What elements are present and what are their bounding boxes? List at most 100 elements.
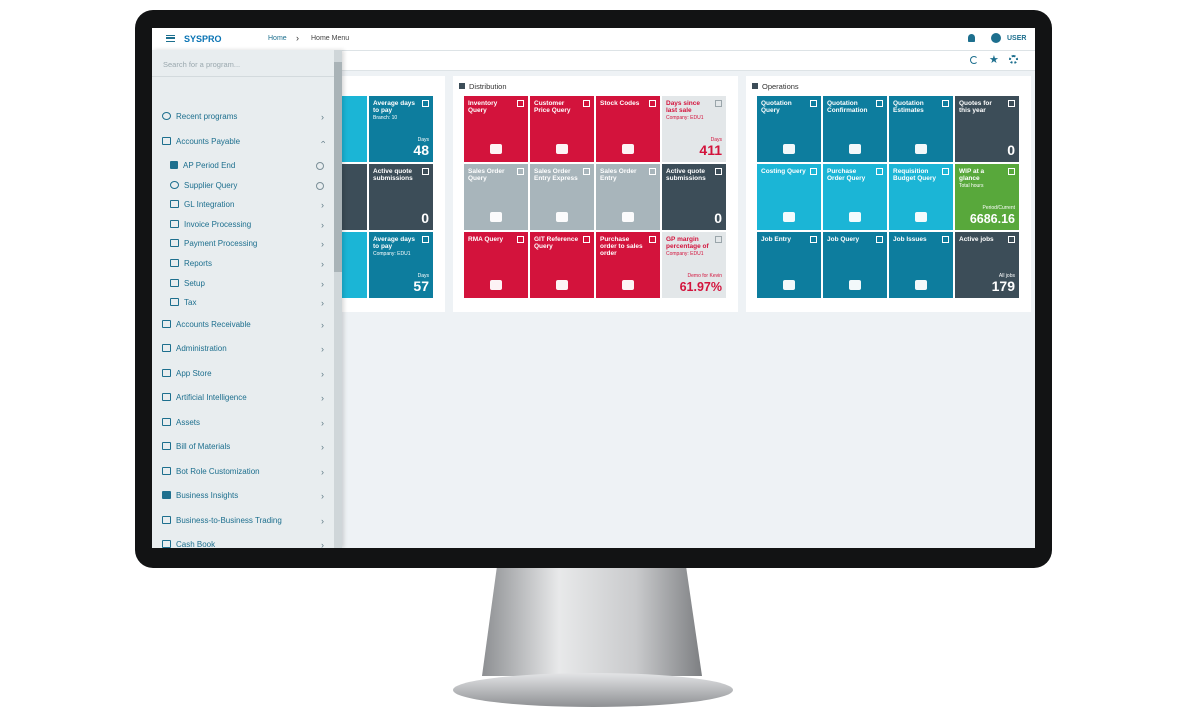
menu-label[interactable]: Reports	[184, 259, 213, 268]
user-name[interactable]: USER	[1007, 35, 1027, 42]
chevron[interactable]: ›	[321, 393, 324, 404]
tile[interactable]: Sales Order Entry Express	[530, 164, 594, 230]
tile[interactable]: Quotation Query	[757, 96, 821, 162]
tile-corner-icon[interactable]	[942, 100, 949, 107]
help-icon[interactable]	[316, 181, 324, 190]
tile-title[interactable]: Sales Order Entry	[600, 168, 637, 182]
menu-item[interactable]: Bill of Materials ›	[162, 440, 324, 454]
tile[interactable]: Quotes for this year 0	[955, 96, 1019, 162]
tile-corner-icon[interactable]	[422, 168, 429, 175]
chevron[interactable]: ›	[317, 140, 328, 143]
menu-label[interactable]: GL Integration	[184, 200, 235, 210]
tile[interactable]: Job Entry	[757, 232, 821, 298]
tile[interactable]: Costing Query	[757, 164, 821, 230]
chevron[interactable]: ›	[321, 491, 324, 502]
tile-corner-icon[interactable]	[1008, 168, 1015, 175]
tile[interactable]: Requisition Budget Query	[889, 164, 953, 230]
tile-title[interactable]: Active quote submissions	[373, 168, 413, 182]
tile-corner-icon[interactable]	[810, 100, 817, 107]
tile-title[interactable]: GP margin percentage of Company: EDU1	[666, 236, 712, 257]
tile[interactable]: Active jobs All jobs 179	[955, 232, 1019, 298]
menu-item[interactable]: Assets ›	[162, 416, 324, 430]
chevron[interactable]: ›	[321, 368, 324, 379]
menu-label[interactable]: Artificial Intelligence	[176, 393, 247, 403]
tile[interactable]: Days since last sale Company: EDU1 Days 411	[662, 96, 726, 162]
notifications-button[interactable]	[968, 34, 975, 42]
tile[interactable]: Job Issues	[889, 232, 953, 298]
tile-corner-icon[interactable]	[810, 168, 817, 175]
menu-label[interactable]: Accounts Receivable	[176, 319, 251, 329]
tile[interactable]: Stock Codes	[596, 96, 660, 162]
menu-label[interactable]: AP Period End	[183, 161, 236, 170]
search-input[interactable]: Search for a program...	[163, 60, 241, 69]
tile[interactable]: RMA Query	[464, 232, 528, 298]
tile-title[interactable]: Inventory Query	[468, 100, 498, 114]
tile-corner-icon[interactable]	[1008, 100, 1015, 107]
menu-item[interactable]: Tax ›	[170, 296, 324, 310]
tile-corner-icon[interactable]	[583, 236, 590, 243]
tile-title[interactable]: Active quote submissions	[666, 168, 706, 182]
tile-title[interactable]: Quotation Query	[761, 100, 792, 114]
menu-label[interactable]: Invoice Processing	[184, 219, 252, 229]
user-icon[interactable]	[991, 33, 1001, 43]
tile-title[interactable]: Purchase order to sales order	[600, 236, 643, 257]
chevron[interactable]: ›	[321, 200, 324, 211]
menu-item[interactable]: Supplier Query	[170, 179, 324, 193]
tile[interactable]: GIT Reference Query	[530, 232, 594, 298]
tile-title[interactable]: RMA Query	[468, 236, 504, 243]
chevron[interactable]: ›	[321, 278, 324, 289]
menu-button[interactable]	[166, 35, 175, 42]
tile-title[interactable]: GIT Reference Query	[534, 236, 579, 250]
menu-label[interactable]: Administration	[176, 344, 227, 354]
chevron[interactable]: ›	[321, 239, 324, 250]
chevron[interactable]: ›	[321, 540, 324, 548]
tile-title[interactable]: Quotation Confirmation	[827, 100, 868, 114]
tile-corner-icon[interactable]	[942, 168, 949, 175]
menu-item[interactable]: Artificial Intelligence ›	[162, 391, 324, 405]
chevron[interactable]: ›	[321, 466, 324, 477]
tile-corner-icon[interactable]	[1008, 236, 1015, 243]
tile-corner-icon[interactable]	[715, 236, 722, 243]
tile-title[interactable]: Days since last sale Company: EDU1	[666, 100, 712, 121]
menu-label[interactable]: Assets	[176, 417, 201, 427]
menu-label[interactable]: Recent programs	[176, 112, 238, 121]
chevron[interactable]: ›	[321, 298, 324, 309]
favorite-button[interactable]: ★	[989, 54, 999, 66]
chevron[interactable]: ›	[321, 259, 324, 269]
tile[interactable]: Average days to pay Branch: 10 Days 48	[369, 96, 433, 162]
menu-label[interactable]: Tax	[184, 298, 197, 308]
tile-corner-icon[interactable]	[810, 236, 817, 243]
help-icon[interactable]	[316, 162, 324, 170]
tile-title[interactable]: Job Issues	[893, 236, 927, 243]
refresh-button[interactable]	[970, 56, 978, 64]
menu-label[interactable]: App Store	[176, 368, 212, 378]
tile-corner-icon[interactable]	[517, 100, 524, 107]
menu-item[interactable]: AP Period End	[170, 159, 324, 173]
menu-label[interactable]: Cash Book	[176, 540, 216, 548]
tile-corner-icon[interactable]	[649, 236, 656, 243]
tile[interactable]: WIP at a glance Total hours Period/Current…	[955, 164, 1019, 230]
tile[interactable]: Inventory Query	[464, 96, 528, 162]
menu-item[interactable]: Setup ›	[170, 277, 324, 291]
chevron[interactable]: ›	[321, 442, 324, 453]
chevron[interactable]: ›	[321, 515, 324, 526]
menu-item[interactable]: Reports ›	[170, 257, 324, 271]
tile-title[interactable]: Costing Query	[761, 168, 806, 175]
tile[interactable]: GP margin percentage of Company: EDU1 Demo…	[662, 232, 726, 298]
tile-corner-icon[interactable]	[876, 236, 883, 243]
menu-label[interactable]: Business Insights	[176, 491, 239, 501]
menu-item[interactable]: Bot Role Customization ›	[162, 465, 324, 479]
menu-label[interactable]: Bill of Materials	[176, 442, 231, 452]
tile-corner-icon[interactable]	[876, 168, 883, 175]
tile-title[interactable]: Job Query	[827, 236, 860, 243]
menu-label[interactable]: Accounts Payable	[176, 136, 241, 146]
tile-corner-icon[interactable]	[649, 100, 656, 107]
chevron[interactable]: ›	[321, 319, 324, 330]
tile-corner-icon[interactable]	[583, 168, 590, 175]
menu-item[interactable]: Administration ›	[162, 342, 324, 356]
tile-corner-icon[interactable]	[715, 100, 722, 107]
menu-item[interactable]: Business-to-Business Trading ›	[162, 514, 324, 528]
menu-item[interactable]: Cash Book ›	[162, 538, 324, 548]
tile-title[interactable]: Customer Price Query	[534, 100, 571, 114]
tile-title[interactable]: Sales Order Entry Express	[534, 168, 578, 182]
